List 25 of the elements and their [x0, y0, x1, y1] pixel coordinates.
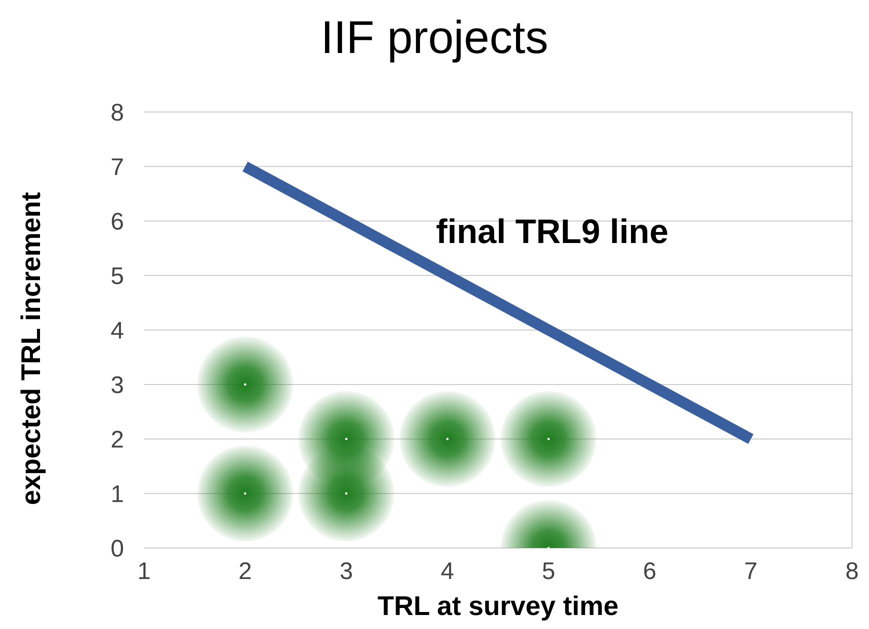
- y-tick-label: 6: [110, 208, 124, 236]
- y-tick-label: 3: [110, 372, 124, 400]
- x-tick-label: 1: [137, 558, 151, 586]
- point: [399, 391, 496, 487]
- y-axis-title: expected TRL increment: [16, 191, 48, 505]
- y-tick-label: 2: [110, 426, 124, 454]
- y-tick-label: 8: [110, 100, 124, 127]
- annotation: final TRL9 line: [436, 213, 668, 252]
- x-axis-title: TRL at survey time: [376, 591, 620, 622]
- point: [197, 336, 294, 432]
- y-tick-label: 4: [110, 318, 124, 345]
- y-tick-label: 0: [110, 536, 124, 563]
- x-tick-label: 8: [845, 558, 859, 586]
- x-tick-label: 6: [643, 558, 656, 586]
- y-tick-label: 5: [110, 263, 124, 290]
- point: [197, 446, 294, 542]
- x-tick-label: 3: [340, 558, 353, 586]
- x-tick-label: 7: [744, 558, 758, 586]
- x-tick-label: 4: [440, 558, 454, 586]
- point: [500, 391, 597, 487]
- y-tick-label: 7: [110, 154, 124, 182]
- x-tick-label: 5: [542, 558, 556, 586]
- chart-title: IIF projects: [320, 10, 550, 64]
- y-tick-label: 1: [110, 481, 124, 508]
- x-tick-label: 2: [238, 558, 252, 586]
